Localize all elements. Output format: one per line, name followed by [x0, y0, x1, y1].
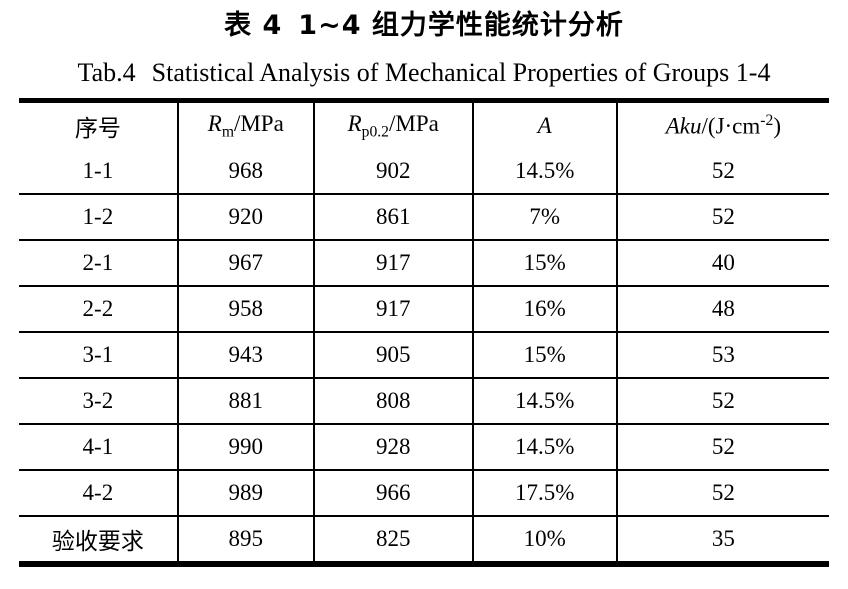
table-row: 1-1 968 902 14.5% 52: [19, 149, 829, 194]
cell-aku: 53: [615, 332, 829, 378]
cell-a: 17.5%: [471, 470, 617, 516]
cell-a: 7%: [471, 194, 617, 240]
col-header-aku: Aku/(J·cm-2): [615, 100, 829, 149]
cell-id: 2-2: [82, 296, 114, 321]
cell-rm: 990: [176, 424, 314, 470]
cell-rp02: 902: [312, 149, 473, 194]
cell-rp02: 905: [312, 332, 473, 378]
cell-a: 14.5%: [471, 424, 617, 470]
cell-rp02: 808: [312, 378, 473, 424]
cell-id: 1-1: [82, 158, 114, 183]
header-label: 序号: [74, 116, 121, 141]
cell-id: 2-1: [82, 250, 114, 275]
cell-rm: 881: [176, 378, 314, 424]
col-header-rm: Rm/MPa: [176, 100, 314, 149]
cell-a: 15%: [471, 240, 617, 286]
caption-en-text: Statistical Analysis of Mechanical Prope…: [151, 58, 771, 87]
cell-rm: 895: [176, 516, 314, 564]
cell-id: 1-2: [82, 204, 114, 229]
cell-aku: 52: [615, 149, 829, 194]
cell-id: 4-1: [82, 434, 114, 459]
table-row: 4-1 990 928 14.5% 52: [19, 424, 829, 470]
cell-id: 3-1: [82, 342, 114, 367]
cell-rp02: 966: [312, 470, 473, 516]
cell-id: 4-2: [82, 480, 114, 505]
table-row-acceptance: 验收要求 895 825 10% 35: [19, 516, 829, 564]
cell-rp02: 917: [312, 286, 473, 332]
cell-rm: 989: [176, 470, 314, 516]
cell-aku: 52: [615, 424, 829, 470]
table-row: 4-2 989 966 17.5% 52: [19, 470, 829, 516]
caption-en-label: Tab.4: [77, 58, 136, 87]
cell-id: 3-2: [82, 388, 114, 413]
unit-mpa: /MPa: [233, 110, 284, 136]
cell-aku: 48: [615, 286, 829, 332]
col-header-xuhao: 序号: [19, 101, 178, 150]
cell-rm: 968: [176, 149, 314, 194]
subscript-p02: p0.2: [361, 123, 389, 141]
cell-rm: 920: [176, 194, 314, 240]
cell-rp02: 861: [312, 194, 473, 240]
subscript-m: m: [221, 123, 234, 141]
cell-rp02: 825: [312, 516, 473, 564]
unit-mpa: /MPa: [388, 110, 439, 136]
cell-a: 14.5%: [471, 149, 617, 194]
cell-a: 14.5%: [471, 378, 617, 424]
cell-a: 15%: [471, 332, 617, 378]
cell-aku: 52: [615, 378, 829, 424]
symbol-Aku: Aku: [665, 113, 702, 139]
symbol-A: A: [537, 113, 552, 138]
cell-a: 16%: [471, 286, 617, 332]
cell-rp02: 917: [312, 240, 473, 286]
cell-rm: 967: [176, 240, 314, 286]
cell-aku: 52: [615, 194, 829, 240]
cell-rm: 958: [176, 286, 314, 332]
superscript-minus2: -2: [760, 112, 774, 130]
table-row: 3-2 881 808 14.5% 52: [19, 378, 829, 424]
table-row: 2-2 958 917 16% 48: [19, 286, 829, 332]
col-header-a: A: [471, 100, 617, 149]
cell-rm: 943: [176, 332, 314, 378]
cell-aku: 52: [615, 470, 829, 516]
table-row: 2-1 967 917 15% 40: [19, 240, 829, 286]
cell-aku: 40: [615, 240, 829, 286]
mechanical-properties-table: 序号 Rm/MPa Rp0.2/MPa A Aku/(J·cm-2) 1-1 9…: [19, 98, 829, 567]
cell-id: 验收要求: [51, 529, 144, 554]
cell-aku: 35: [615, 516, 829, 564]
unit-jcm-open: /(J·cm: [701, 113, 761, 139]
cell-rp02: 928: [312, 424, 473, 470]
header-row: 序号 Rm/MPa Rp0.2/MPa A Aku/(J·cm-2): [19, 100, 829, 150]
cell-a: 10%: [471, 516, 617, 564]
caption-zh-text: 1~4 组力学性能统计分析: [298, 10, 624, 41]
col-header-rp02: Rp0.2/MPa: [312, 100, 473, 149]
unit-jcm-close: ): [773, 113, 781, 139]
caption-zh-label: 表 4: [224, 10, 283, 41]
table-caption-zh: 表 4 1~4 组力学性能统计分析: [0, 8, 848, 44]
table-row: 3-1 943 905 15% 53: [19, 332, 829, 378]
symbol-R: R: [347, 110, 362, 136]
symbol-R: R: [207, 110, 222, 136]
table-caption-en: Tab.4 Statistical Analysis of Mechanical …: [0, 57, 848, 88]
table-row: 1-2 920 861 7% 52: [19, 194, 829, 240]
